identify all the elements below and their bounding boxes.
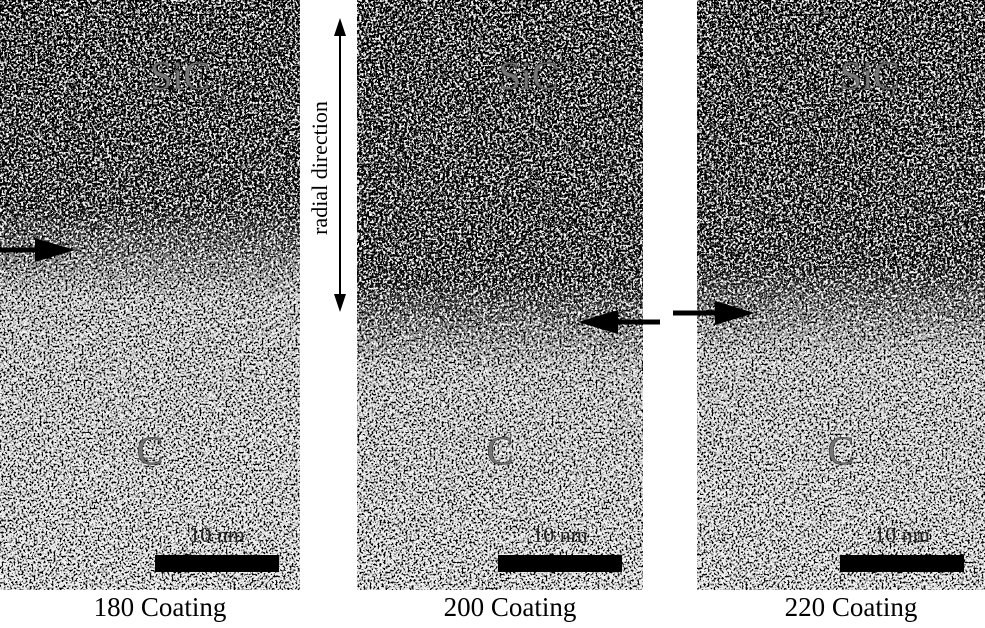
caption: 200 Coating xyxy=(444,592,577,622)
speckle-dense xyxy=(0,0,300,590)
phase-label: C xyxy=(487,428,514,473)
speckle-dense xyxy=(697,0,985,590)
scale-bar xyxy=(498,555,622,572)
caption: 180 Coating xyxy=(94,592,227,622)
interface-arrow xyxy=(0,238,75,262)
phase-label: C xyxy=(137,428,164,473)
scale-bar xyxy=(840,555,964,572)
interface-arrow xyxy=(673,301,755,325)
axis-label: radial direction xyxy=(307,101,332,235)
phase-label: SiC xyxy=(499,53,559,98)
radial-arrow xyxy=(334,18,346,312)
scale-bar xyxy=(155,555,279,572)
scale-bar-label: 10 nm xyxy=(189,522,245,547)
caption: 220 Coating xyxy=(785,592,918,622)
micrograph: SiC C 10 nm xyxy=(0,0,300,590)
phase-label: C xyxy=(828,428,855,473)
scale-bar-label: 10 nm xyxy=(532,522,588,547)
micrograph: SiC C 10 nm xyxy=(697,0,985,590)
micrograph: SiC C 10 nm xyxy=(357,0,643,590)
phase-label: SiC xyxy=(150,53,210,98)
phase-label: SiC xyxy=(840,53,900,98)
speckle-dense xyxy=(357,0,643,590)
interface-arrow xyxy=(578,310,660,334)
scale-bar-label: 10 nm xyxy=(874,522,930,547)
